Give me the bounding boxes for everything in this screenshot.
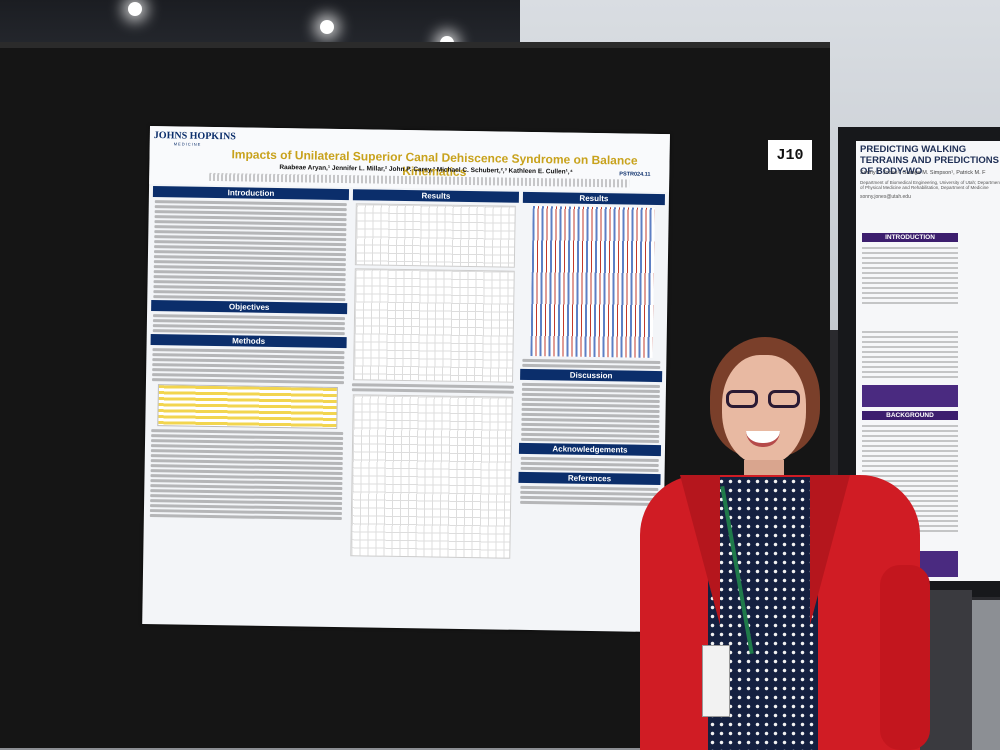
kinematics-figure — [353, 268, 515, 383]
name-badge — [702, 645, 730, 717]
poster-left-column: Introduction Objectives Methods — [146, 186, 350, 619]
objectives-text — [151, 314, 347, 336]
glasses-icon — [726, 390, 802, 410]
heatmap-figure — [530, 206, 655, 358]
poster2-callout — [862, 385, 958, 407]
presenter-arm — [880, 565, 930, 750]
between-group-figure — [350, 394, 513, 559]
jacket-lapel-left — [680, 475, 720, 625]
presenter-smile — [746, 431, 780, 447]
poster2-section-background: BACKGROUND — [862, 411, 958, 420]
research-poster: JOHNS HOPKINS MEDICINE Impacts of Unilat… — [142, 126, 670, 633]
section-heading-methods: Methods — [150, 334, 347, 349]
results-table-figure — [354, 203, 516, 268]
poster2-authors: Sonny T. Jones¹, Grange M. Simpson¹, Pat… — [860, 170, 986, 176]
section-heading-objectives: Objectives — [151, 300, 348, 315]
poster2-email: sonny.jones@utah.edu — [860, 194, 911, 200]
jacket-lapel-right — [810, 475, 850, 625]
poster2-affiliation: Department of Biomedical Engineering, Un… — [860, 180, 1000, 190]
board-number-tag: J10 — [768, 140, 812, 170]
introduction-text — [151, 200, 349, 302]
poster2-intro-text — [862, 247, 958, 307]
methods-table — [157, 384, 338, 429]
presenter-face — [722, 355, 806, 465]
poster-id: PSTR024.11 — [619, 171, 651, 178]
poster2-intro-figure — [862, 331, 958, 381]
ceiling-light — [128, 2, 142, 16]
section-heading-introduction: Introduction — [152, 186, 350, 201]
ceiling-light — [320, 20, 334, 34]
poster-header: JOHNS HOPKINS MEDICINE Impacts of Unilat… — [149, 126, 670, 193]
section-heading-results-2: Results — [522, 191, 665, 206]
institution-logo: JOHNS HOPKINS — [153, 130, 236, 143]
poster-middle-column: Results — [346, 189, 520, 622]
institution-logo-sub: MEDICINE — [173, 141, 202, 147]
section-heading-results: Results — [352, 189, 520, 203]
poster2-section-introduction: INTRODUCTION — [862, 233, 958, 242]
poster2-title: PREDICTING WALKING TERRAINS AND PREDICTI… — [860, 144, 999, 177]
presenter — [640, 335, 930, 750]
methods-text — [148, 348, 347, 521]
